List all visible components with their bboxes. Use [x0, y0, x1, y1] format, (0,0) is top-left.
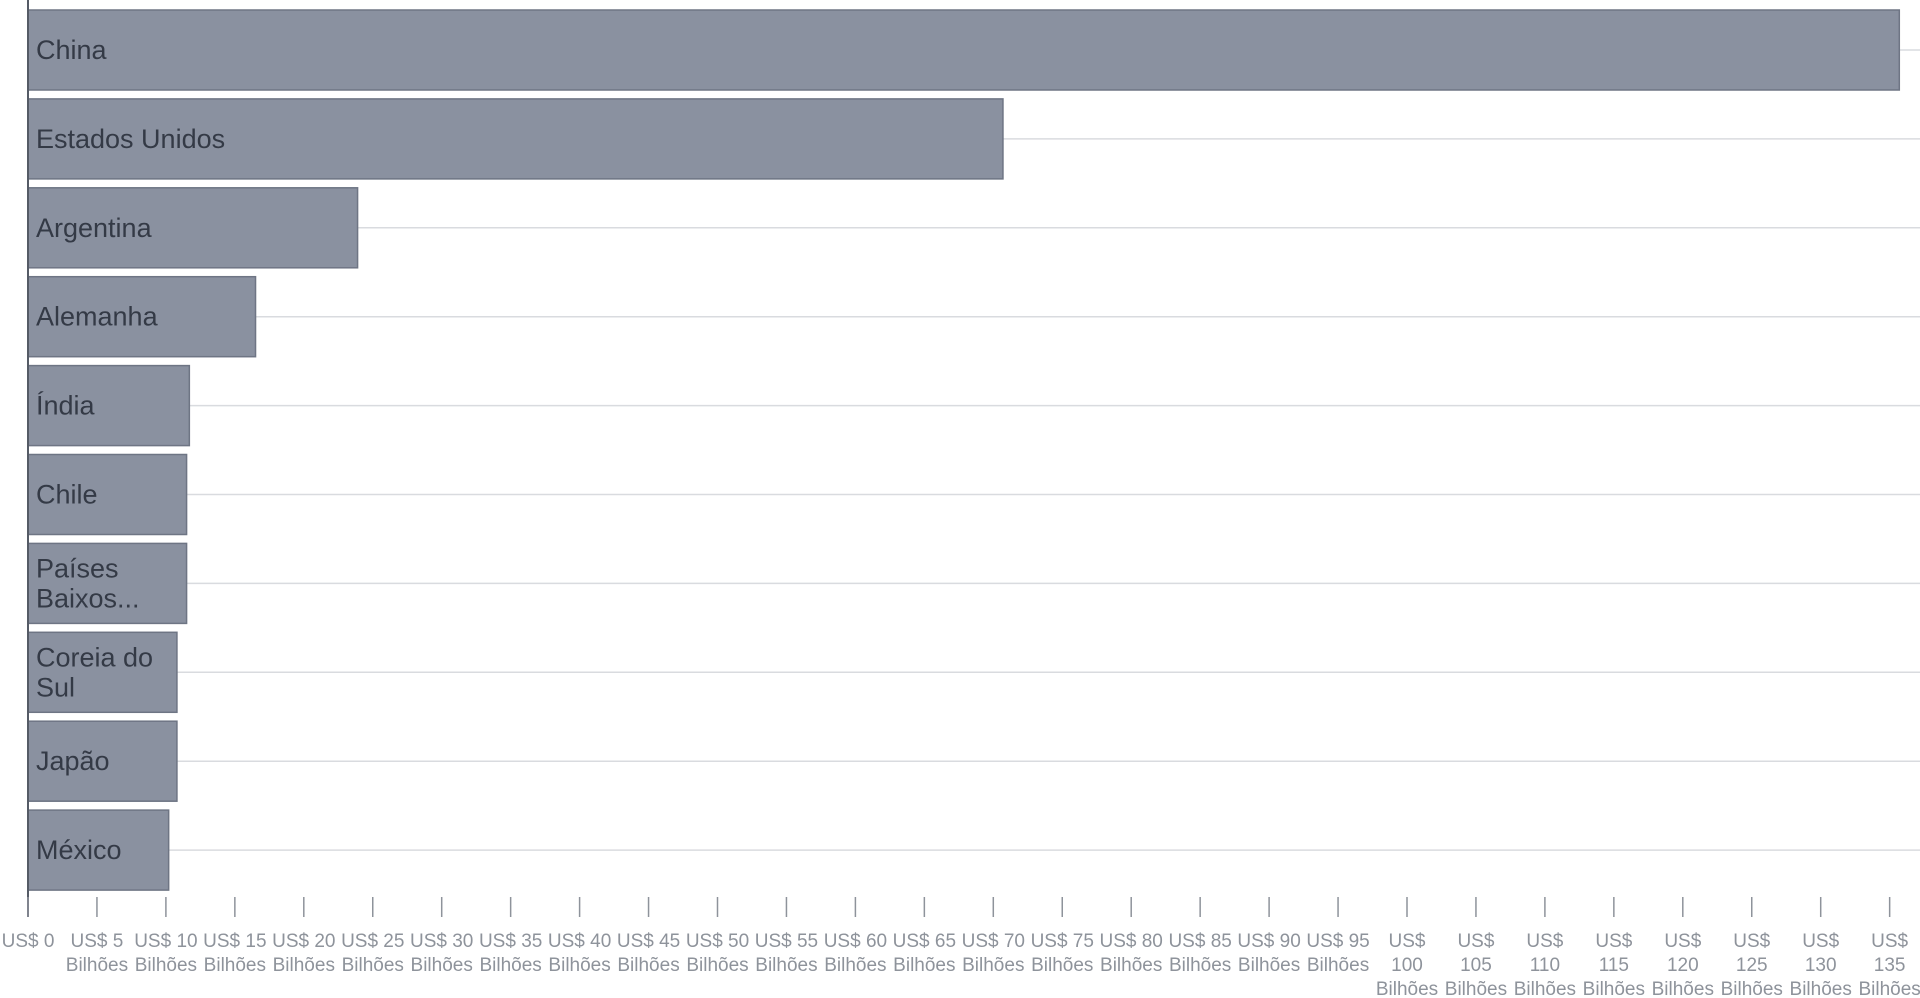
bar-category-label: Estados Unidos — [36, 124, 225, 154]
x-tick-label: US$ 130 Bilhões — [1790, 931, 1852, 998]
x-tick-label: US$ 90 Bilhões — [1237, 931, 1300, 976]
x-tick-label: US$ 20 Bilhões — [272, 931, 335, 976]
x-tick-label: US$ 70 Bilhões — [962, 931, 1025, 976]
bar[interactable] — [27, 542, 188, 625]
bar[interactable] — [27, 631, 178, 714]
x-tick-label: US$ 45 Bilhões — [617, 931, 680, 976]
x-tick-label: US$ 95 Bilhões — [1306, 931, 1369, 976]
bar[interactable] — [27, 720, 178, 802]
bar[interactable] — [27, 98, 1004, 180]
bar-category-label: Coreia do Sul — [36, 642, 153, 702]
bar-category-label: Alemanha — [36, 302, 159, 332]
x-tick-label: US$ 100 Bilhões — [1376, 931, 1438, 998]
x-tick-label: US$ 30 Bilhões — [410, 931, 473, 976]
bar-category-label: Japão — [36, 746, 110, 776]
x-tick-label: US$ 0 — [2, 931, 55, 952]
bar[interactable] — [27, 9, 1901, 91]
x-tick-label: US$ 120 Bilhões — [1652, 931, 1714, 998]
bar-category-label: México — [36, 835, 122, 865]
x-tick-label: US$ 115 Bilhões — [1583, 931, 1645, 998]
bar-category-label: Chile — [36, 480, 98, 510]
x-tick-label: US$ 35 Bilhões — [479, 931, 542, 976]
bar-category-label: Países Baixos... — [36, 553, 140, 613]
x-tick-label: US$ 110 Bilhões — [1514, 931, 1576, 998]
x-tick-label: US$ 50 Bilhões — [686, 931, 749, 976]
x-tick-label: US$ 25 Bilhões — [341, 931, 404, 976]
x-tick-label: US$ 80 Bilhões — [1100, 931, 1163, 976]
bars — [27, 9, 1901, 891]
x-tick-label: US$ 55 Bilhões — [755, 931, 818, 976]
x-tick-label: US$ 60 Bilhões — [824, 931, 887, 976]
bar-category-label: Argentina — [36, 213, 153, 243]
x-tick-label: US$ 65 Bilhões — [893, 931, 956, 976]
x-tick-label: US$ 15 Bilhões — [203, 931, 266, 976]
x-tick-label: US$ 10 Bilhões — [134, 931, 197, 976]
x-tick-label: US$ 85 Bilhões — [1168, 931, 1231, 976]
bar-category-label: Índia — [36, 391, 96, 421]
x-tick-label: US$ 75 Bilhões — [1031, 931, 1094, 976]
bar-labels: China Estados Unidos Argentina Alemanha Índi… — [36, 35, 225, 865]
bar[interactable] — [27, 809, 170, 891]
bar-category-label: China — [36, 35, 108, 65]
x-tick-label: US$ 40 Bilhões — [548, 931, 611, 976]
x-tick-label: US$ 135 Bilhões — [1858, 931, 1920, 998]
x-tick-label: US$ 5 Bilhões — [66, 931, 128, 976]
x-tick-label: US$ 105 Bilhões — [1445, 931, 1507, 998]
x-tick-label: US$ 125 Bilhões — [1721, 931, 1783, 998]
